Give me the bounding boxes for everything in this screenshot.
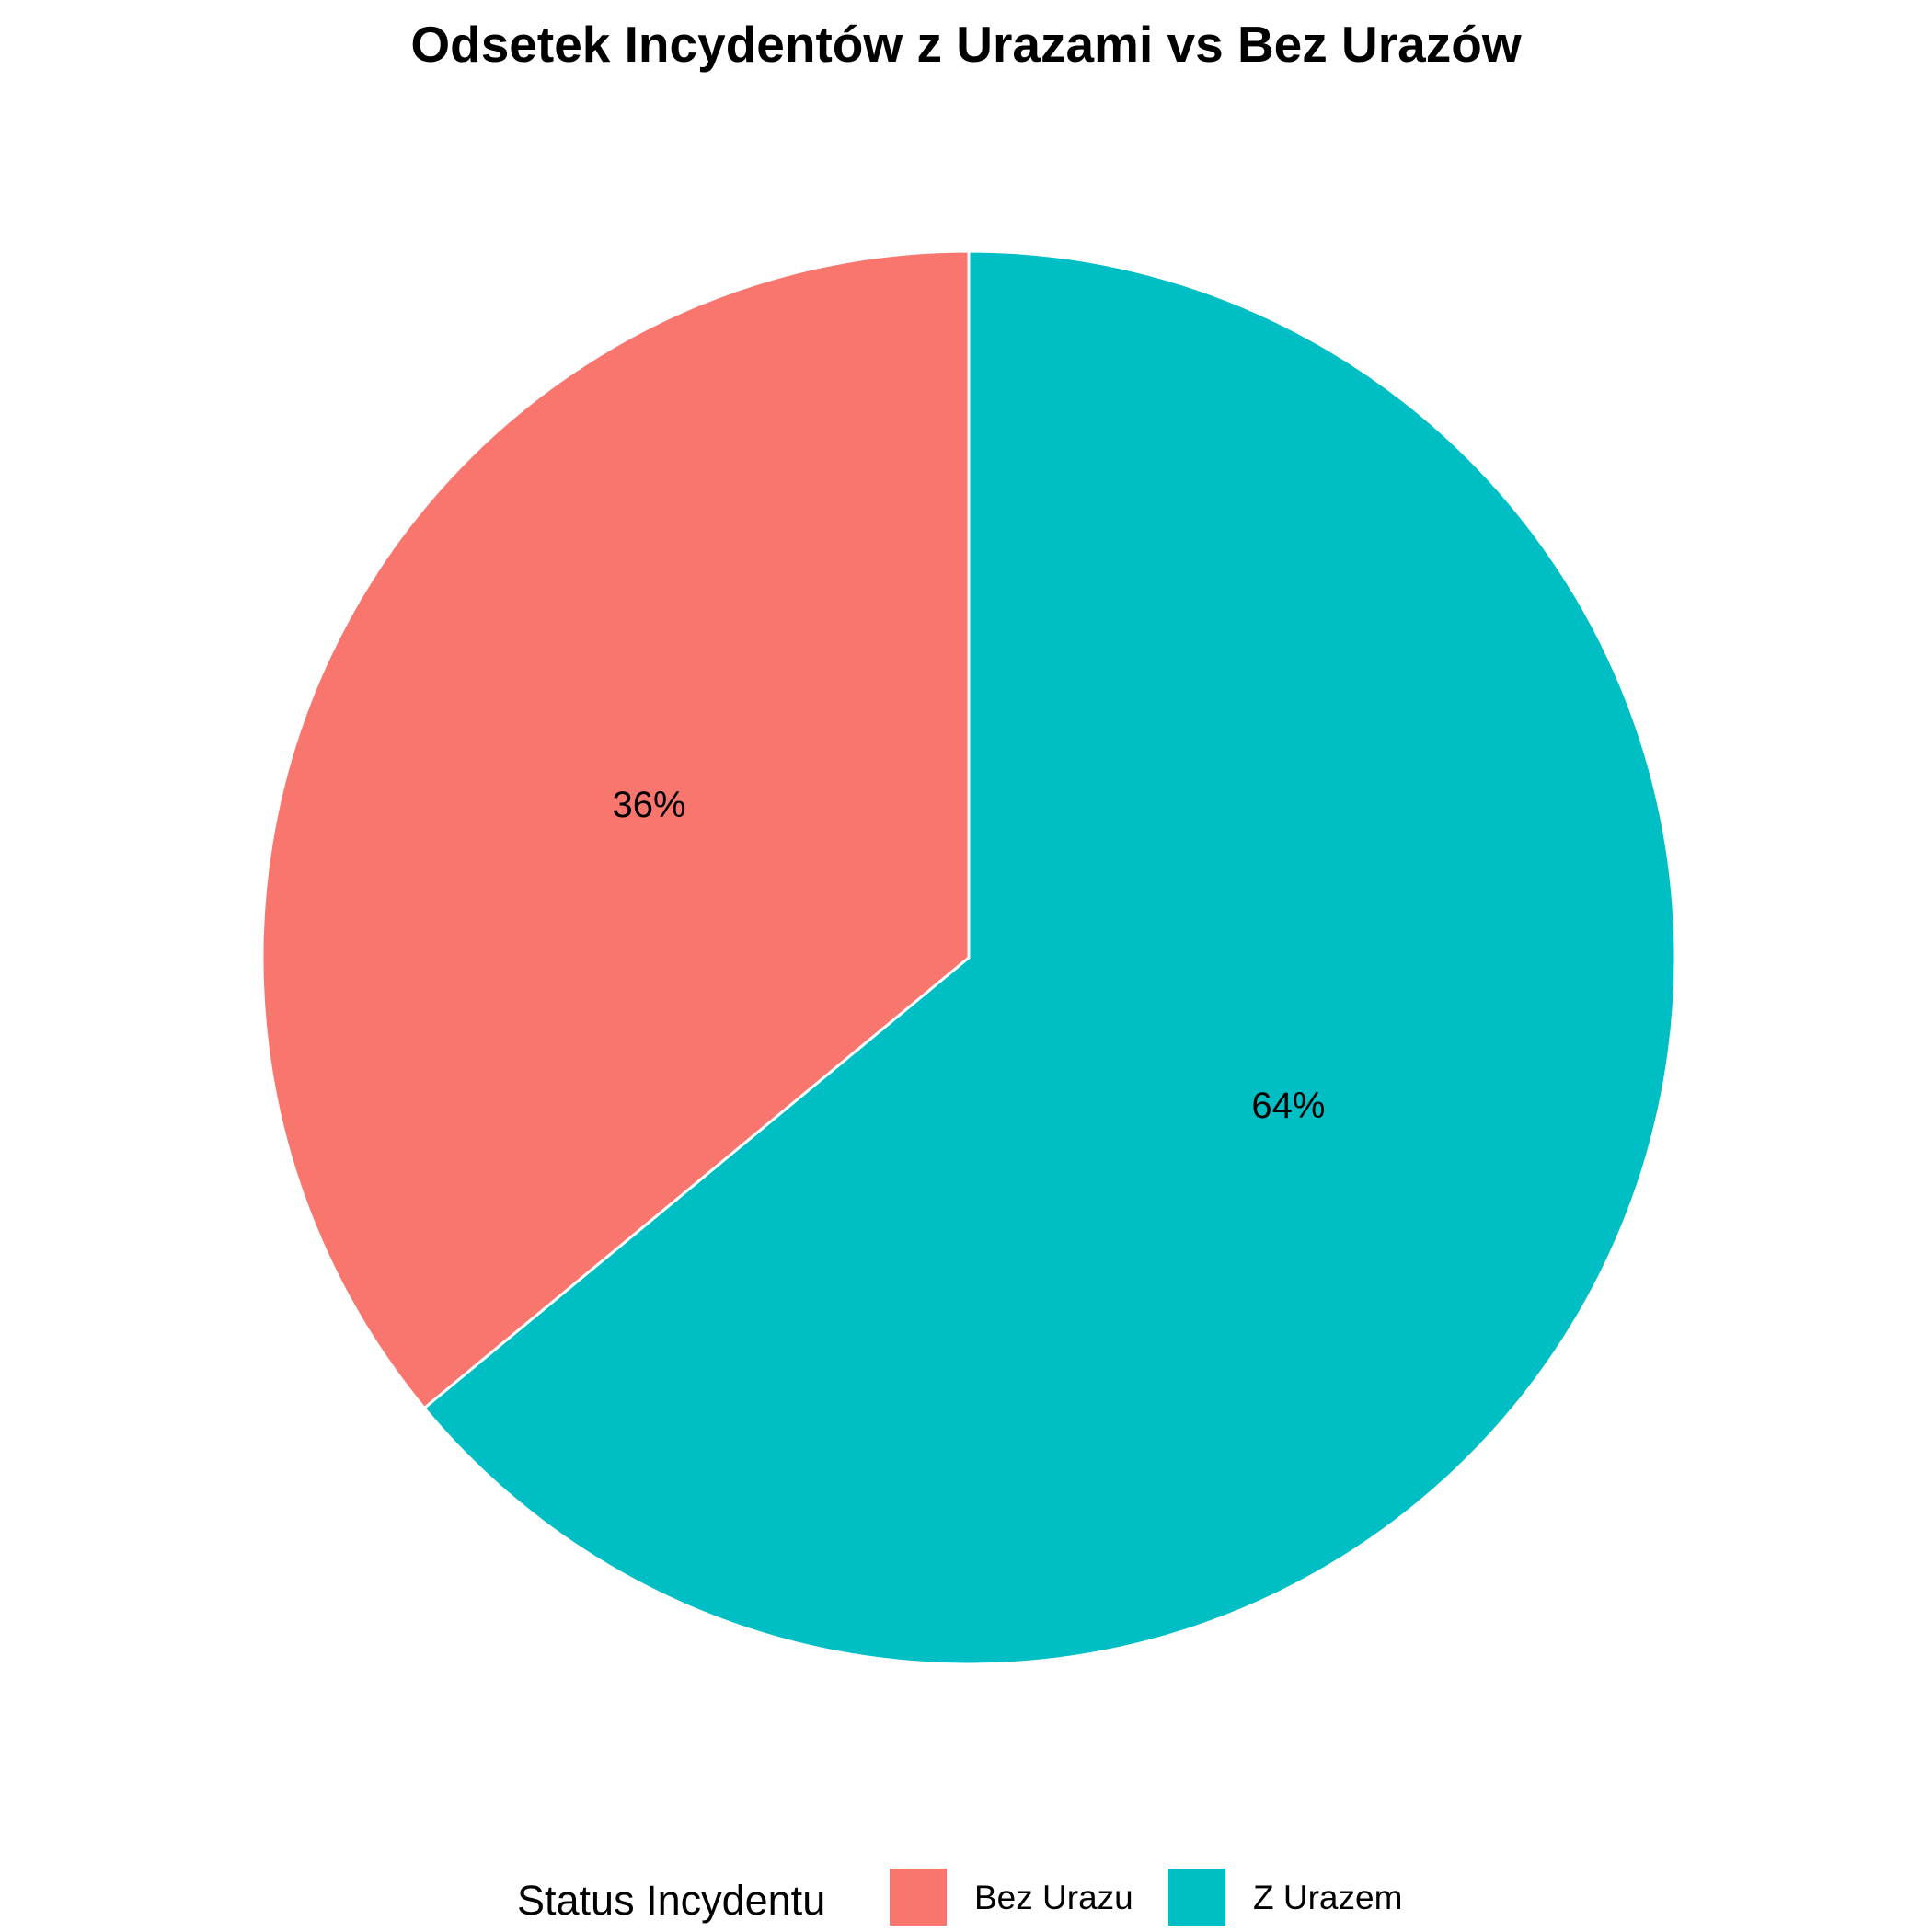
slice-label-z-urazem: 64% — [1251, 1086, 1325, 1126]
legend: Status Incydentu Bez Urazu Z Urazem — [517, 1869, 1402, 1926]
pie-slice-labels: 36% 64% — [613, 785, 1326, 1126]
slice-label-bez-urazu: 36% — [613, 785, 686, 825]
pie-slice-bez-urazu — [260, 249, 971, 1410]
legend-key-z-urazem — [1168, 1869, 1225, 1926]
legend-key-bez-urazu — [890, 1869, 947, 1926]
legend-title: Status Incydentu — [517, 1877, 825, 1924]
legend-label-z-urazem: Z Urazem — [1253, 1879, 1402, 1916]
legend-items: Bez Urazu Z Urazem — [890, 1869, 1402, 1926]
legend-label-bez-urazu: Bez Urazu — [974, 1879, 1133, 1916]
pie-slices — [260, 249, 1677, 1666]
chart-title: Odsetek Incydentów z Urazami vs Bez Uraz… — [410, 16, 1522, 73]
pie-slice-z-urazem — [422, 249, 1677, 1666]
